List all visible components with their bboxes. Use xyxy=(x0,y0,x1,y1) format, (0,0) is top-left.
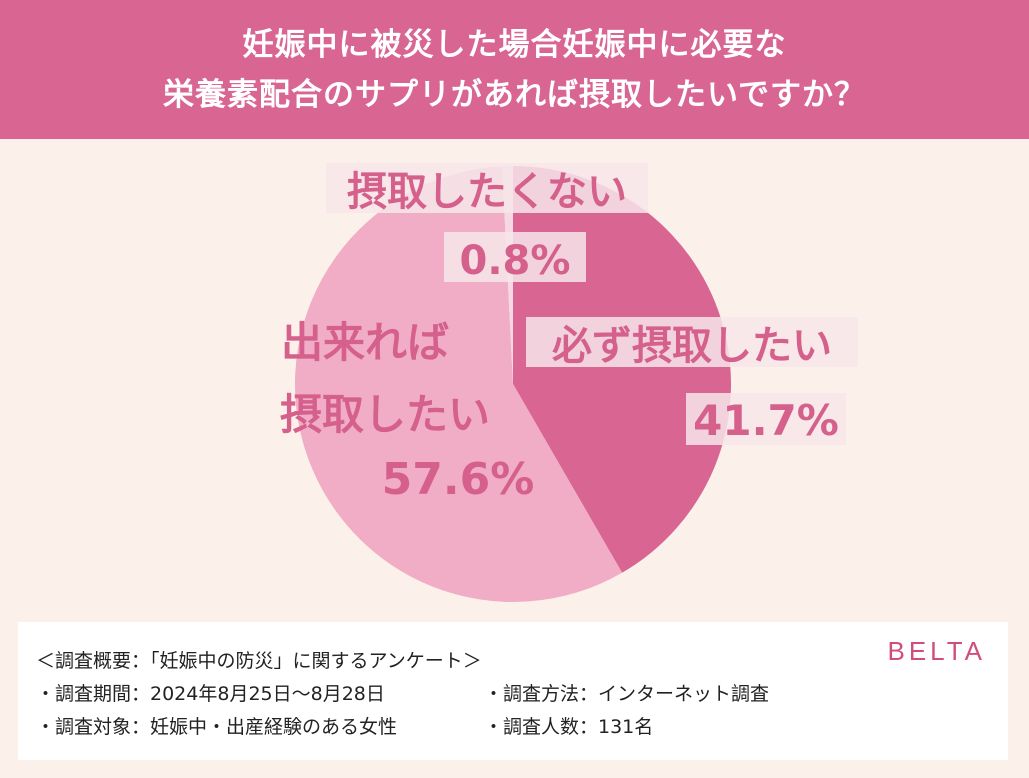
label-ifpossible-pct: 57.6% xyxy=(382,454,535,505)
survey-period: ・調査期間：2024年8月25日～8月28日 xyxy=(36,683,385,705)
survey-method: ・調査方法：インターネット調査 xyxy=(484,683,770,705)
survey-target: ・調査対象：妊娠中・出産経験のある女性 xyxy=(36,716,398,738)
label-must-text: 必ず摂取したい xyxy=(552,323,832,369)
label-ifpossible-line2: 摂取したい xyxy=(280,390,490,439)
label-bg-must xyxy=(526,317,858,367)
label-bg-no xyxy=(326,163,648,213)
pie-chart: 摂取したくない 0.8% 必ず摂取したい 41.7% 出来れば 摂取したい 57… xyxy=(280,163,858,603)
brand-logo: BELTA xyxy=(887,636,986,666)
survey-title: ＜調査概要：「妊娠中の防災」に関するアンケート＞ xyxy=(36,650,482,672)
title-line-1: 妊娠中に被災した場合妊娠中に必要な xyxy=(242,27,787,63)
survey-count: ・調査人数：131名 xyxy=(484,716,654,738)
pie-slices xyxy=(295,166,731,603)
label-bg-must-pct xyxy=(686,393,846,445)
label-must-pct: 41.7% xyxy=(693,396,839,445)
label-bg-no-pct xyxy=(444,232,586,282)
label-no-pct: 0.8% xyxy=(460,238,571,284)
title-line-2: 栄養素配合のサプリがあれば摂取したいですか？ xyxy=(162,77,867,113)
pie-slice-1 xyxy=(295,166,623,603)
survey-summary: ＜調査概要：「妊娠中の防災」に関するアンケート＞ ・調査期間：2024年8月25… xyxy=(18,622,1008,760)
label-ifpossible-line1: 出来れば xyxy=(281,318,449,367)
chart-title: 妊娠中に被災した場合妊娠中に必要な 栄養素配合のサプリがあれば摂取したいですか？ xyxy=(0,0,1029,139)
label-no-text: 摂取したくない xyxy=(347,169,627,215)
